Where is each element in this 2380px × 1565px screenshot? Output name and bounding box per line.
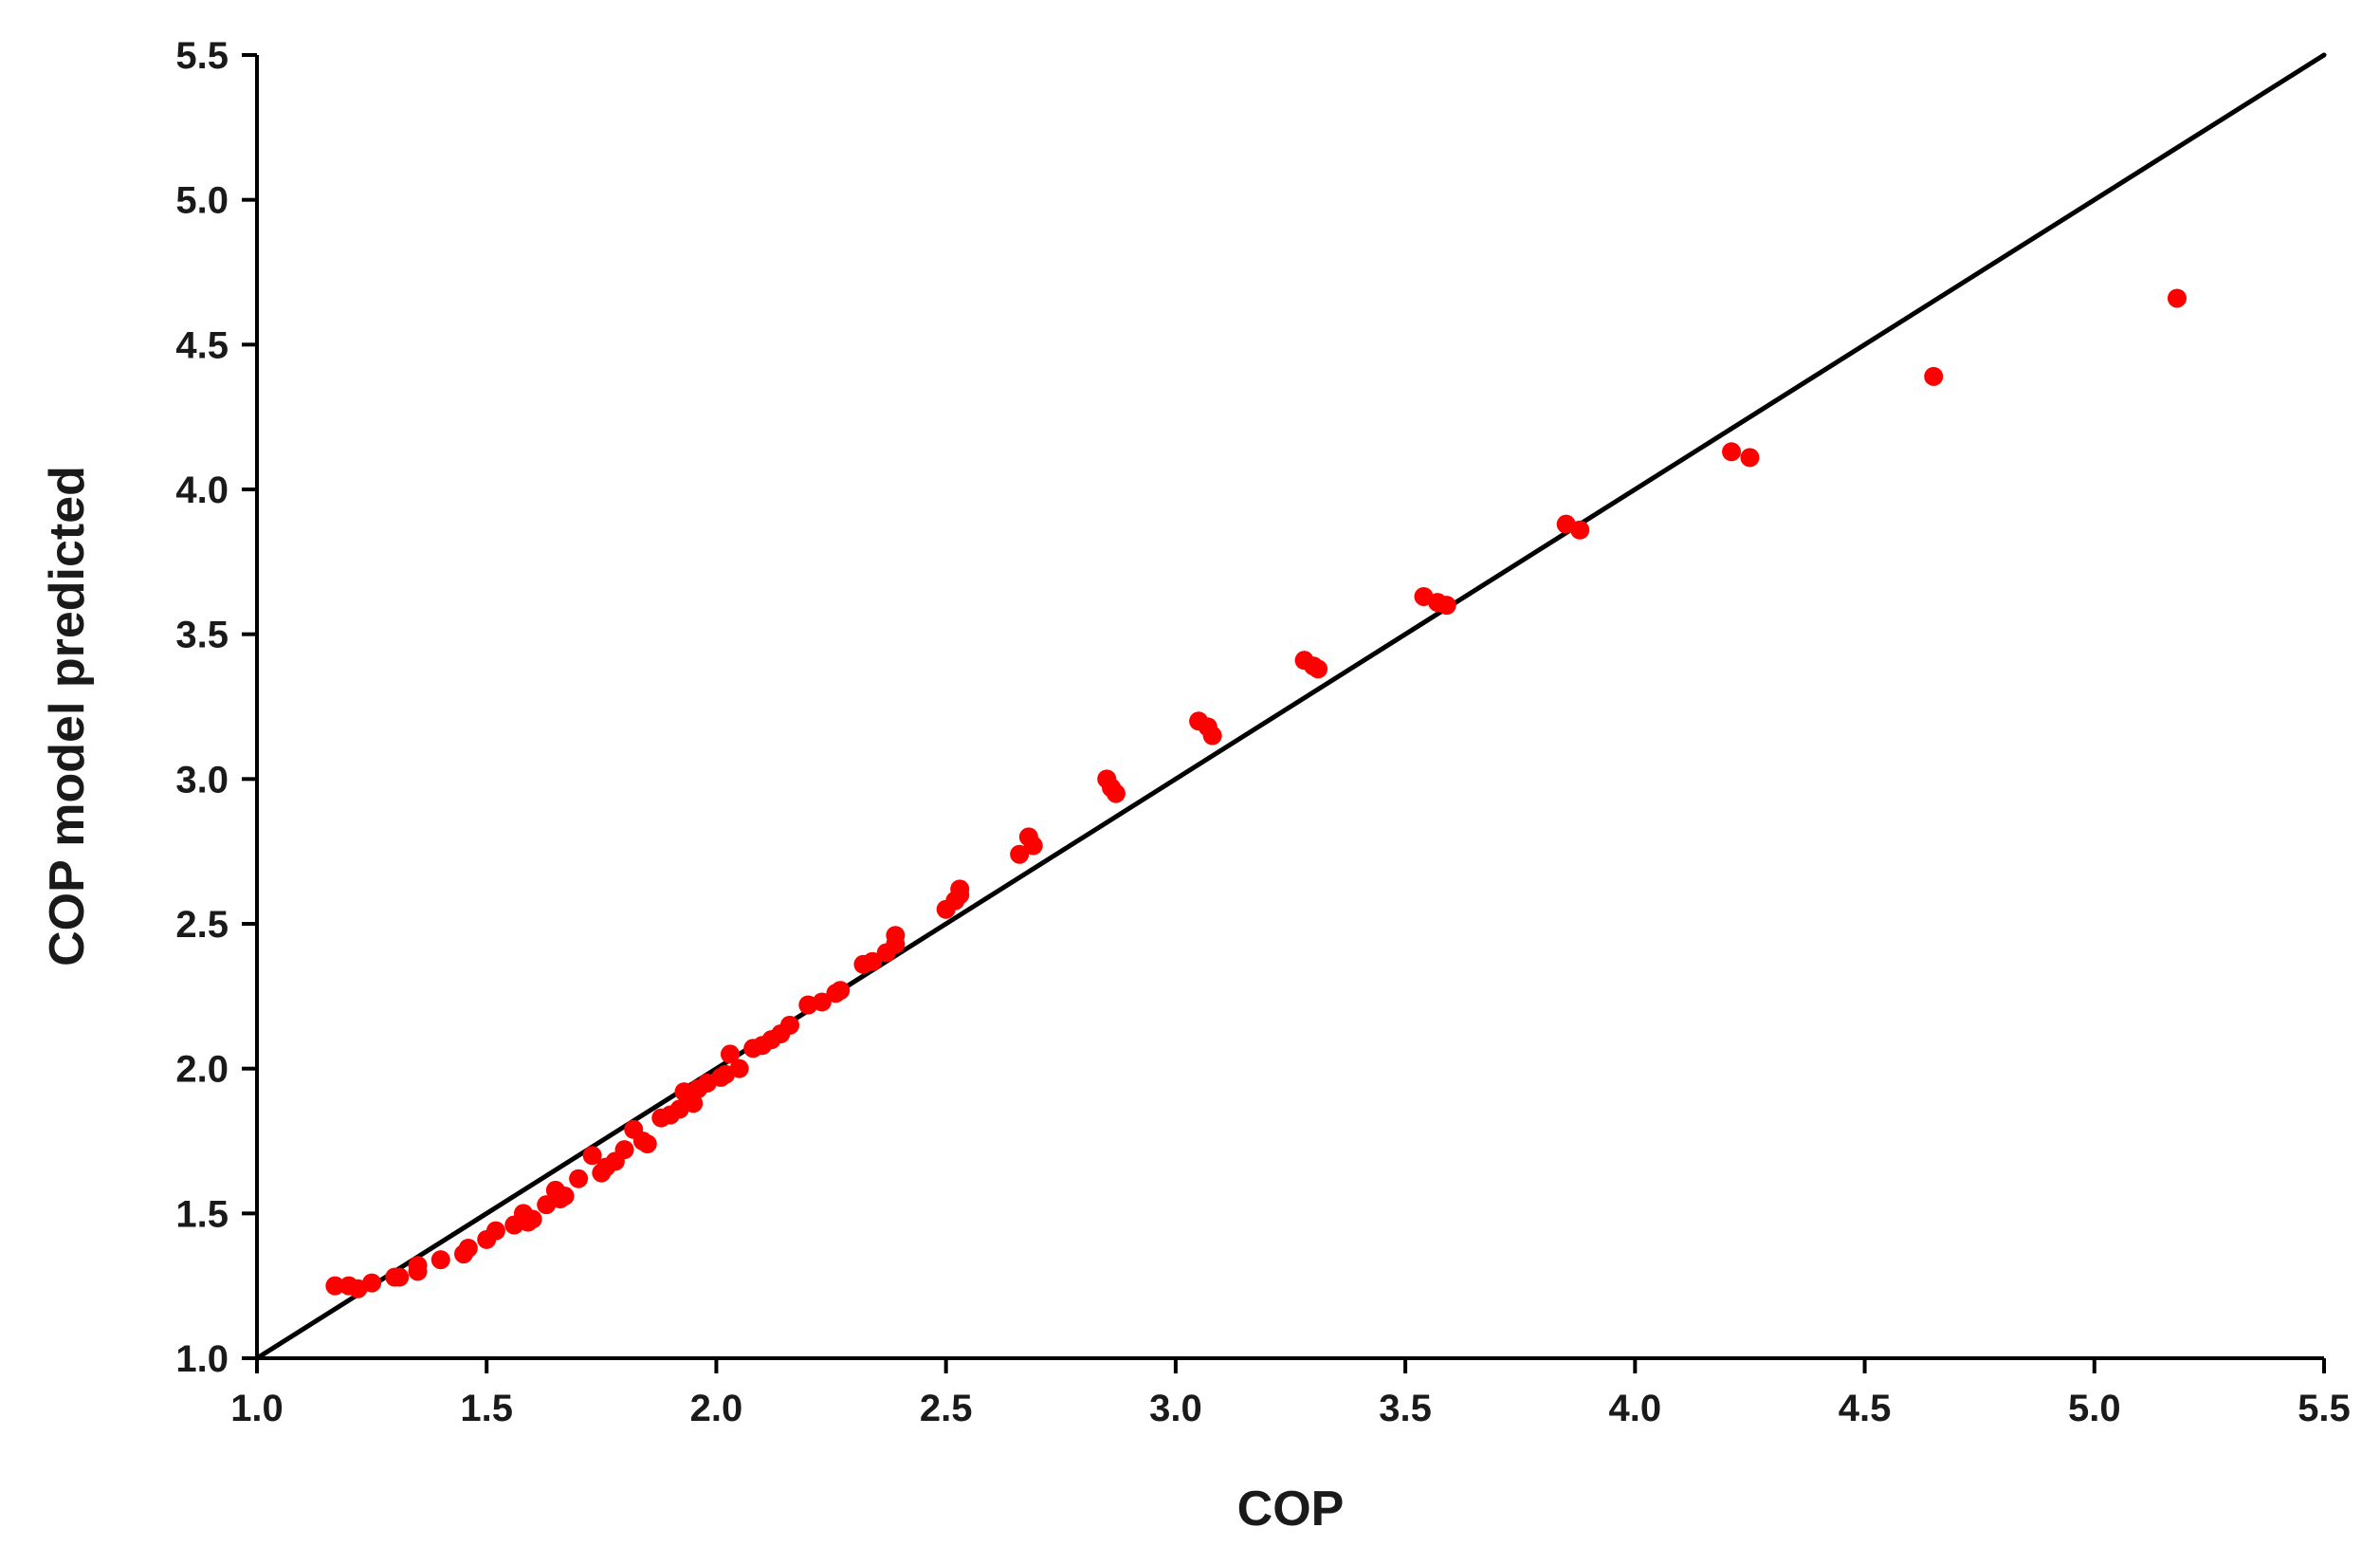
y-axis-ticks: 1.0 1.5 2.0 2.5 3.0 3.5 4.0 4.5 5.0 5.5	[175, 35, 257, 1380]
y-tick-label: 5.0	[175, 180, 229, 222]
data-point	[812, 992, 832, 1012]
y-tick-label: 3.0	[175, 759, 229, 801]
identity-reference-line	[254, 52, 2327, 1361]
y-tick-label: 4.5	[175, 324, 229, 366]
x-tick-label: 3.0	[1149, 1388, 1202, 1429]
data-points	[325, 288, 2187, 1298]
data-point	[390, 1267, 410, 1287]
data-point	[1437, 596, 1456, 616]
data-point	[1202, 726, 1222, 746]
y-tick-label: 5.5	[175, 35, 229, 77]
data-point	[720, 1044, 740, 1064]
data-point	[863, 951, 883, 971]
data-point	[1570, 520, 1590, 540]
y-tick-label: 1.5	[175, 1193, 229, 1235]
y-axis-title: COP model predicted	[40, 466, 95, 967]
x-tick-label: 4.0	[1609, 1388, 1662, 1429]
x-tick-label: 1.5	[460, 1388, 513, 1429]
data-point	[1010, 844, 1030, 864]
data-point	[729, 1059, 749, 1078]
data-point	[1023, 836, 1043, 856]
data-point	[950, 885, 970, 905]
x-axis-title: COP	[1237, 1482, 1345, 1537]
y-tick-label: 1.0	[175, 1338, 229, 1380]
x-tick-label: 3.5	[1379, 1388, 1432, 1429]
x-tick-label: 5.0	[2068, 1388, 2121, 1429]
data-point	[569, 1169, 589, 1188]
data-point	[325, 1276, 345, 1296]
y-tick-label: 4.0	[175, 470, 229, 511]
x-tick-label: 1.0	[230, 1388, 284, 1429]
data-point	[637, 1134, 657, 1154]
data-point	[485, 1221, 505, 1241]
y-tick-label: 3.5	[175, 615, 229, 656]
y-tick-label: 2.0	[175, 1049, 229, 1091]
data-point	[1309, 659, 1328, 679]
data-point	[684, 1094, 704, 1114]
data-point	[555, 1187, 575, 1206]
data-point	[1924, 366, 1944, 386]
x-tick-label: 2.5	[920, 1388, 973, 1429]
x-axis-ticks: 1.0 1.5 2.0 2.5 3.0 3.5 4.0 4.5 5.0 5.5	[230, 1358, 2351, 1429]
data-point	[458, 1238, 478, 1258]
data-point	[408, 1261, 428, 1281]
data-point	[614, 1140, 634, 1160]
data-point	[1722, 442, 1742, 462]
data-point	[1106, 783, 1126, 803]
x-tick-label: 4.5	[1839, 1388, 1892, 1429]
y-tick-label: 2.5	[175, 904, 229, 946]
x-tick-label: 5.5	[2298, 1388, 2351, 1429]
data-point	[430, 1250, 450, 1270]
data-point	[582, 1146, 602, 1166]
data-point	[2167, 288, 2187, 308]
data-point	[522, 1209, 542, 1229]
data-point	[362, 1273, 382, 1293]
data-point	[779, 1015, 799, 1035]
x-tick-label: 2.0	[690, 1388, 743, 1429]
data-point	[831, 981, 851, 1001]
data-point	[1740, 448, 1760, 468]
data-point	[886, 926, 906, 946]
